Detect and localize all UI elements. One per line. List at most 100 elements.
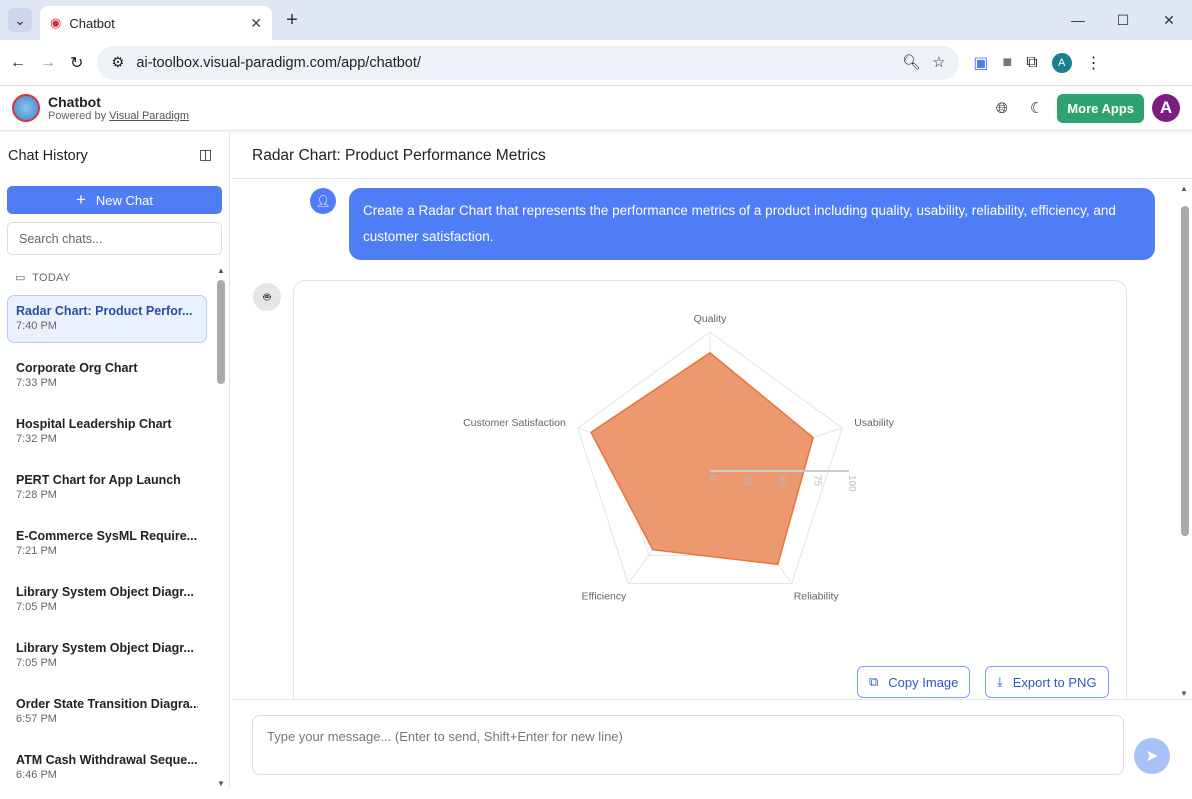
chat-item-title: Corporate Org Chart (16, 361, 138, 375)
user-message: Create a Radar Chart that represents the… (349, 188, 1155, 260)
send-button[interactable]: ➤ (1134, 738, 1170, 774)
chat-list-item[interactable]: Library System Object Diagr... 7:05 PM (7, 575, 207, 631)
copy-image-button[interactable]: ⧉ Copy Image (857, 666, 971, 698)
chat-scrollbar[interactable]: ▲ ▼ (1180, 184, 1190, 698)
powered-by-label: Powered by (48, 110, 110, 122)
chat-item-title: ATM Cash Withdrawal Seque... (16, 753, 198, 767)
browser-menu-icon[interactable]: ⋮ (1085, 54, 1102, 72)
scroll-thumb[interactable] (1181, 206, 1189, 536)
tick-label: 75 (811, 475, 822, 487)
browser-tab-bar: ⌄ ◉ Chatbot ✕ + — ☐ ✕ (0, 0, 1192, 40)
sidebar-title: Chat History (8, 148, 88, 164)
chat-item-time: 7:32 PM (16, 433, 57, 445)
sidebar-scrollbar[interactable]: ▲ ▼ (217, 266, 225, 788)
language-globe-icon[interactable]: 🌐︎ (995, 99, 1008, 117)
chat-item-title: PERT Chart for App Launch (16, 473, 181, 487)
extension-icon-2[interactable]: ■ (1002, 53, 1013, 71)
user-avatar[interactable]: A (1152, 94, 1180, 122)
bot-icon: 🤖︎ (253, 283, 281, 311)
chat-item-time: 7:05 PM (16, 657, 57, 669)
maximize-button[interactable]: ☐ (1116, 11, 1130, 28)
chat-list-item[interactable]: Radar Chart: Product Perfor... 7:40 PM (7, 295, 207, 343)
chat-main: Radar Chart: Product Performance Metrics… (231, 132, 1192, 788)
chat-list-item[interactable]: ATM Cash Withdrawal Seque... 6:46 PM (7, 743, 207, 799)
tick-label: 50 (777, 475, 788, 487)
visual-paradigm-link[interactable]: Visual Paradigm (109, 110, 190, 122)
site-info-icon[interactable]: ⚙ (111, 54, 125, 71)
forward-icon[interactable]: → (40, 53, 56, 71)
scroll-up-icon[interactable]: ▲ (217, 266, 225, 275)
user-icon: 👤︎ (310, 188, 336, 214)
copy-icon: ⧉ (869, 674, 879, 689)
chat-list-item[interactable]: Corporate Org Chart 7:33 PM (7, 351, 207, 407)
new-chat-label: New Chat (95, 192, 153, 208)
chat-item-time: 6:46 PM (16, 769, 57, 781)
export-png-button[interactable]: ⤓ Export to PNG (985, 666, 1109, 698)
chat-item-title: Order State Transition Diagra... (16, 697, 198, 711)
chat-title: Radar Chart: Product Performance Metrics (231, 132, 1192, 179)
tick-label: 25 (742, 475, 753, 487)
chat-item-time: 7:05 PM (16, 601, 57, 613)
dark-mode-moon-icon[interactable]: ☾ (1029, 100, 1044, 117)
tab-search-button[interactable]: ⌄ (8, 8, 32, 32)
search-chats-input[interactable]: Search chats... (7, 222, 222, 255)
visual-paradigm-logo (12, 94, 40, 122)
scroll-up-icon[interactable]: ▲ (1180, 184, 1188, 193)
tick-label: 0 (707, 475, 718, 481)
profile-avatar[interactable]: A (1051, 52, 1072, 73)
axis-label: Efficiency (582, 590, 627, 602)
url-text: ai-toolbox.visual-paradigm.com/app/chatb… (136, 54, 421, 71)
chat-history-sidebar: Chat History ◫ + New Chat Search chats...… (0, 132, 230, 788)
chat-item-time: 7:21 PM (16, 545, 57, 557)
chat-item-time: 7:33 PM (16, 377, 57, 389)
chat-list-item[interactable]: Library System Object Diagr... 7:05 PM (7, 631, 207, 687)
app-name: Chatbot (48, 94, 101, 110)
copy-image-label: Copy Image (888, 674, 959, 690)
app-header: Chatbot Powered by Visual Paradigm 🌐︎ ☾ … (0, 86, 1192, 131)
minimize-button[interactable]: — (1071, 12, 1085, 28)
message-input[interactable]: Type your message... (Enter to send, Shi… (252, 715, 1124, 775)
chat-item-title: Radar Chart: Product Perfor... (16, 304, 193, 318)
download-icon: ⤓ (997, 674, 1003, 689)
grid-ring (577, 331, 843, 584)
chat-item-title: Hospital Leadership Chart (16, 417, 172, 431)
scroll-down-icon[interactable]: ▼ (1180, 689, 1188, 698)
export-png-label: Export to PNG (1012, 674, 1097, 690)
chat-list-item[interactable]: Hospital Leadership Chart 7:32 PM (7, 407, 207, 463)
chat-item-time: 7:40 PM (16, 320, 57, 332)
data-area (590, 351, 814, 566)
chat-item-title: Library System Object Diagr... (16, 641, 194, 655)
tab-title: Chatbot (69, 15, 115, 31)
axis-label: Customer Satisfaction (463, 417, 566, 429)
chat-list-item[interactable]: E-Commerce SysML Require... 7:21 PM (7, 519, 207, 575)
scroll-thumb[interactable] (217, 280, 225, 384)
chat-list: Radar Chart: Product Perfor... 7:40 PM Cor… (7, 295, 207, 799)
toggle-sidebar-icon[interactable]: ◫ (199, 146, 213, 162)
new-chat-button[interactable]: + New Chat (7, 186, 222, 214)
plus-icon: + (75, 190, 86, 209)
chat-list-item[interactable]: PERT Chart for App Launch 7:28 PM (7, 463, 207, 519)
extension-icon[interactable]: ▣ (973, 54, 989, 72)
bookmark-star-icon[interactable]: ☆ (932, 54, 946, 71)
chat-item-time: 6:57 PM (16, 713, 57, 725)
url-field[interactable]: ⚙ ai-toolbox.visual-paradigm.com/app/cha… (97, 45, 960, 80)
scroll-down-icon[interactable]: ▼ (217, 779, 225, 788)
extensions-puzzle-icon[interactable]: ⧉ (1026, 53, 1038, 71)
radar-chart: 0 25 50 75 100 Quality Usability Reliability Eff… (463, 313, 895, 602)
chat-item-time: 7:28 PM (16, 489, 57, 501)
chart-card: 0 25 50 75 100 Quality Usability Reliability Eff… (293, 280, 1127, 710)
back-icon[interactable]: ← (10, 53, 26, 71)
zoom-icon[interactable]: 🔍︎ (901, 55, 921, 71)
group-label: TODAY (32, 272, 71, 284)
close-window-button[interactable]: ✕ (1163, 11, 1175, 28)
browser-tab[interactable]: ◉ Chatbot ✕ (40, 6, 272, 40)
send-icon: ➤ (1145, 748, 1159, 765)
favicon-icon: ◉ (50, 15, 62, 30)
reload-icon[interactable]: ↻ (70, 54, 84, 72)
more-apps-button[interactable]: More Apps (1057, 93, 1144, 123)
chat-item-title: Library System Object Diagr... (16, 585, 194, 599)
axis-label: Usability (854, 417, 894, 429)
new-tab-button[interactable]: + (286, 8, 298, 31)
close-tab-icon[interactable]: ✕ (250, 14, 262, 31)
chat-list-item[interactable]: Order State Transition Diagra... 6:57 PM (7, 687, 207, 743)
